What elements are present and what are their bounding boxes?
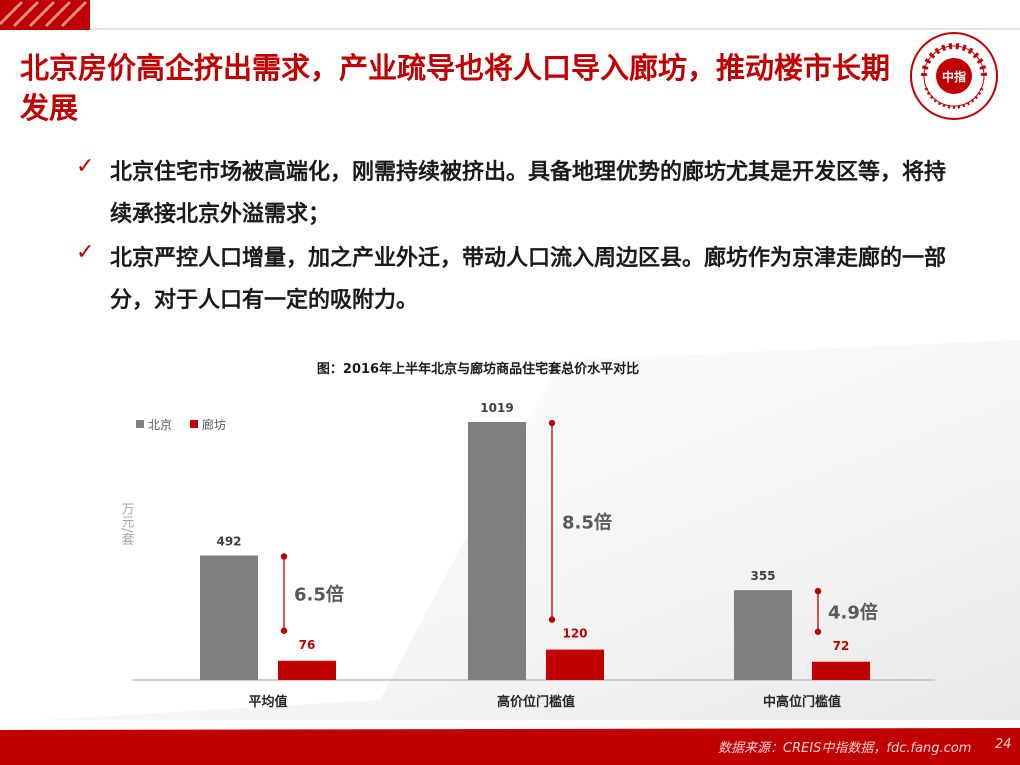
ratio-endpoint xyxy=(814,587,822,595)
data-label-langfang: 76 xyxy=(299,638,316,652)
ratio-endpoint xyxy=(548,616,556,623)
ratio-label: 6.5倍 xyxy=(294,584,344,606)
footer-bar xyxy=(0,728,1020,765)
legend-swatch-beijing xyxy=(136,420,144,428)
bar-beijing xyxy=(468,422,526,680)
ratio-label: 4.9倍 xyxy=(828,601,878,623)
data-label-beijing: 492 xyxy=(216,534,241,548)
bar-langfang xyxy=(546,649,604,680)
bullet-text: 北京住宅市场被高端化，刚需持续被挤出。具备地理优势的廊坊尤其是开发区等，将持续承… xyxy=(110,160,947,227)
ratio-label: 8.5倍 xyxy=(562,511,612,533)
ratio-endpoint xyxy=(280,627,288,634)
legend-swatch-langfang xyxy=(190,420,198,428)
bar-langfang xyxy=(812,661,870,680)
data-label-langfang: 72 xyxy=(833,639,850,653)
check-icon: ✓ xyxy=(76,240,95,265)
data-label-beijing: 1019 xyxy=(480,401,513,415)
slide-title: 北京房价高企挤出需求，产业疏导也将人口导入廊坊，推动楼市长期发展 xyxy=(20,51,891,125)
bar-beijing xyxy=(200,555,258,680)
category-label: 中高位门槛值 xyxy=(763,694,841,710)
bullet-list: ✓ 北京住宅市场被高端化，刚需持续被挤出。具备地理优势的廊坊尤其是开发区等，将持… xyxy=(72,152,952,324)
check-icon: ✓ xyxy=(76,154,95,179)
svg-text:中指: 中指 xyxy=(942,69,966,84)
chart-background-decor xyxy=(40,340,1020,720)
chart-title: 图：2016年上半年北京与廊坊商品住宅套总价水平对比 xyxy=(317,361,639,377)
legend-label-langfang: 廊坊 xyxy=(202,417,226,432)
price-comparison-chart: 图：2016年上半年北京与廊坊商品住宅套总价水平对比 北京 廊坊 万元/套 49… xyxy=(40,340,1020,720)
bullet-item: ✓ 北京严控人口增量，加之产业外迁，带动人口流入周边区县。廊坊作为京津走廊的一部… xyxy=(72,238,952,322)
data-label-beijing: 355 xyxy=(750,569,775,583)
bullet-item: ✓ 北京住宅市场被高端化，刚需持续被挤出。具备地理优势的廊坊尤其是开发区等，将持… xyxy=(72,152,952,236)
bar-langfang xyxy=(278,660,336,680)
ratio-endpoint xyxy=(548,419,556,427)
legend-label-beijing: 北京 xyxy=(148,418,172,432)
top-decor-bar xyxy=(0,0,1020,30)
ratio-endpoint xyxy=(814,628,822,635)
china-index-academy-logo: 中指 xyxy=(910,32,998,120)
category-label: 平均值 xyxy=(248,694,287,710)
ratio-endpoint xyxy=(280,553,288,560)
bullet-text: 北京严控人口增量，加之产业外迁，带动人口流入周边区县。廊坊作为京津走廊的一部分，… xyxy=(110,246,947,313)
y-axis-label: 万元/套 xyxy=(119,502,135,546)
data-source-note: 数据来源：CREIS中指数据，fdc.fang.com xyxy=(718,741,972,756)
category-label: 高价位门槛值 xyxy=(497,694,575,710)
data-label-langfang: 120 xyxy=(562,627,587,641)
page-number: 24 xyxy=(995,737,1012,752)
bar-beijing xyxy=(734,590,792,680)
